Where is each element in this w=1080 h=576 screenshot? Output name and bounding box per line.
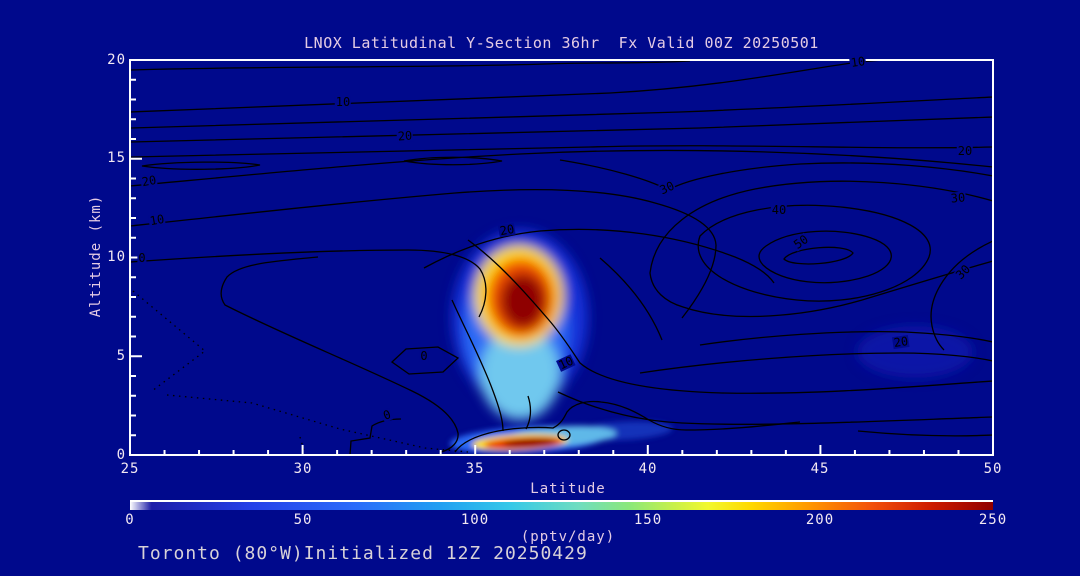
contour-label: 20 <box>497 221 517 239</box>
lnox-filled-field <box>449 230 973 454</box>
colorbar-tick-150: 150 <box>633 512 663 528</box>
contour-label: 20 <box>139 172 159 190</box>
colorbar-tick-50: 50 <box>293 512 313 528</box>
contour-label: 0 <box>137 251 147 265</box>
y-tick-5: 5 <box>116 348 126 364</box>
colorbar-tick-200: 200 <box>805 512 835 528</box>
y-tick-10: 10 <box>107 249 126 265</box>
contour-label: 40 <box>770 203 788 217</box>
colorbar-gradient <box>130 500 993 510</box>
colorbar-unit-label: (pptv/day) <box>520 529 616 545</box>
x-tick-50: 50 <box>983 461 1003 477</box>
contour-label: 0 <box>419 349 429 363</box>
contour-label: 20 <box>892 334 910 350</box>
y-tick-15: 15 <box>107 150 126 166</box>
contour-lines <box>131 61 992 454</box>
y-tick-0: 0 <box>116 447 126 463</box>
x-tick-45: 45 <box>810 461 830 477</box>
y-tick-20: 20 <box>107 52 126 68</box>
colorbar-tick-0: 0 <box>125 512 135 528</box>
x-tick-30: 30 <box>293 461 313 477</box>
colorbar-tick-100: 100 <box>460 512 490 528</box>
x-tick-25: 25 <box>120 461 140 477</box>
footer-run-info: Toronto (80°W)Initialized 12Z 20250429 <box>138 543 588 564</box>
x-tick-35: 35 <box>465 461 485 477</box>
plot-title: LNOX Latitudinal Y-Section 36hr Fx Valid… <box>304 34 819 52</box>
dotted-negative-contours <box>132 290 469 454</box>
contour-label: 10 <box>334 95 352 109</box>
x-axis-label: Latitude <box>530 481 606 497</box>
x-tick-40: 40 <box>638 461 658 477</box>
contour-label: 20 <box>956 144 974 158</box>
contour-label: 20 <box>396 128 414 144</box>
contour-label: 30 <box>949 190 967 206</box>
axis-ticks <box>129 59 994 456</box>
colorbar-tick-250: 250 <box>978 512 1008 528</box>
contour-label: 10 <box>147 211 167 229</box>
contour-label: 10 <box>849 54 867 70</box>
